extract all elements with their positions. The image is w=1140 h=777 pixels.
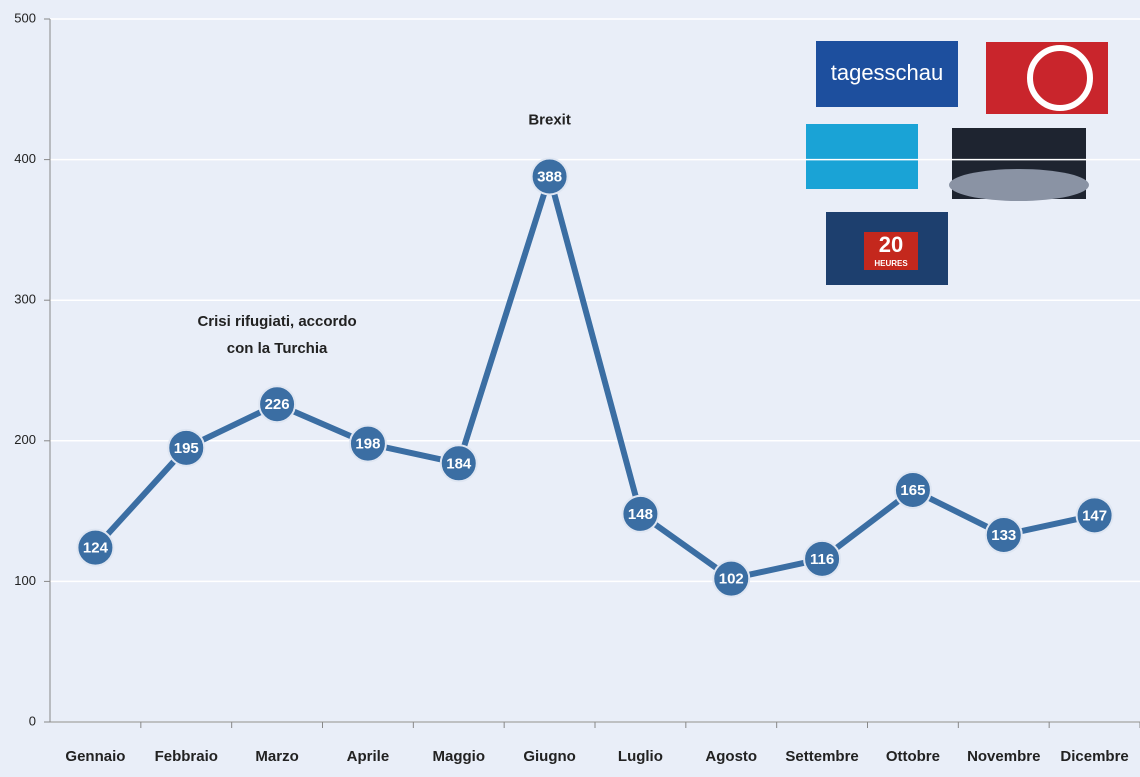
logo-shape (864, 232, 918, 270)
x-tick-label: Agosto (705, 748, 757, 765)
x-tick-label: Settembre (785, 748, 858, 765)
data-label: 388 (537, 168, 562, 185)
data-label: 147 (1082, 507, 1107, 524)
annotation: con la Turchia (227, 340, 328, 357)
annotation: Crisi rifugiati, accordo (197, 313, 356, 330)
x-tick-label: Gennaio (65, 748, 125, 765)
x-tick-label: Aprile (347, 748, 390, 765)
logo-shape (1027, 45, 1093, 111)
point (258, 385, 297, 424)
data-label: 165 (900, 482, 925, 499)
x-tick-label: Luglio (618, 748, 663, 765)
x-tick-label: Maggio (433, 748, 486, 765)
logo-text: tagesschau (831, 60, 944, 85)
x-tick-label: Dicembre (1060, 748, 1128, 765)
logo-tagesschau (816, 41, 958, 107)
point (167, 428, 206, 467)
x-tick-label: Marzo (255, 748, 298, 765)
point (712, 559, 751, 598)
logo-text: HEURES (874, 259, 908, 268)
y-tick-label: 500 (14, 10, 36, 25)
point (530, 157, 569, 196)
data-label: 184 (446, 455, 472, 472)
y-tick-label: 200 (14, 432, 36, 447)
data-label: 124 (83, 540, 109, 557)
point (984, 516, 1023, 555)
data-label: 195 (174, 440, 199, 457)
data-label: 133 (991, 527, 1016, 544)
point (803, 539, 842, 578)
logos: tagesschau 20 HEURES (806, 41, 1108, 285)
y-tick-label: 300 (14, 292, 36, 307)
x-tick-label: Ottobre (886, 748, 940, 765)
point (76, 528, 115, 567)
y-tick-label: 100 (14, 573, 36, 588)
logo-shape (949, 169, 1089, 201)
y-tick-label: 0 (29, 713, 36, 728)
logo-text: 20 (879, 232, 903, 257)
annotation: Brexit (528, 111, 571, 128)
x-tick-label: Novembre (967, 748, 1040, 765)
data-label: 116 (810, 551, 834, 568)
data-label: 226 (265, 396, 290, 413)
x-tick-label: Giugno (523, 748, 576, 765)
point (621, 494, 660, 533)
data-label: 102 (719, 571, 744, 588)
data-label: 198 (355, 436, 380, 453)
data-label: 148 (628, 506, 653, 523)
point (893, 471, 932, 510)
point (1075, 496, 1114, 535)
x-tick-label: Febbraio (155, 748, 218, 765)
logo-td (806, 124, 918, 189)
point (348, 424, 387, 463)
point (439, 444, 478, 483)
y-tick-label: 400 (14, 151, 36, 166)
